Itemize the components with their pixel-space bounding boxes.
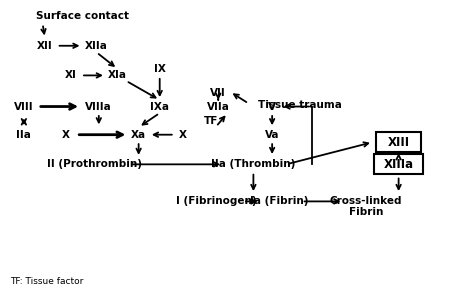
Text: IX: IX — [154, 65, 165, 75]
Text: II (Prothrombin): II (Prothrombin) — [46, 159, 142, 169]
Text: Cross-linked: Cross-linked — [329, 196, 402, 206]
Text: VIII: VIII — [14, 101, 34, 111]
Text: Tissue trauma: Tissue trauma — [258, 100, 342, 110]
Text: Va: Va — [265, 130, 279, 140]
Bar — [376, 132, 421, 152]
Text: Ia (Fibrin): Ia (Fibrin) — [250, 196, 309, 206]
Bar — [374, 154, 423, 175]
Text: VII: VII — [210, 88, 226, 98]
Text: I (Fibrinogen): I (Fibrinogen) — [175, 196, 256, 206]
Text: XIa: XIa — [108, 70, 127, 80]
Text: X: X — [179, 130, 187, 140]
Text: Surface contact: Surface contact — [36, 11, 128, 21]
Text: IXa: IXa — [150, 101, 169, 111]
Text: XIII: XIII — [388, 136, 410, 149]
Text: XIIa: XIIa — [85, 41, 108, 51]
Text: V: V — [268, 101, 276, 111]
Text: IIa (Thrombin): IIa (Thrombin) — [211, 159, 296, 169]
Text: TF: Tissue factor: TF: Tissue factor — [10, 277, 83, 286]
Text: VIIIa: VIIIa — [85, 101, 112, 111]
Text: XI: XI — [65, 70, 77, 80]
Text: IIa: IIa — [17, 130, 31, 140]
Text: Fibrin: Fibrin — [349, 207, 383, 217]
Text: VIIa: VIIa — [207, 101, 230, 111]
Text: TF: TF — [204, 116, 219, 126]
Text: Xa: Xa — [131, 130, 146, 140]
Text: XII: XII — [37, 41, 53, 51]
Text: X: X — [62, 130, 70, 140]
Text: XIIIa: XIIIa — [383, 158, 414, 171]
